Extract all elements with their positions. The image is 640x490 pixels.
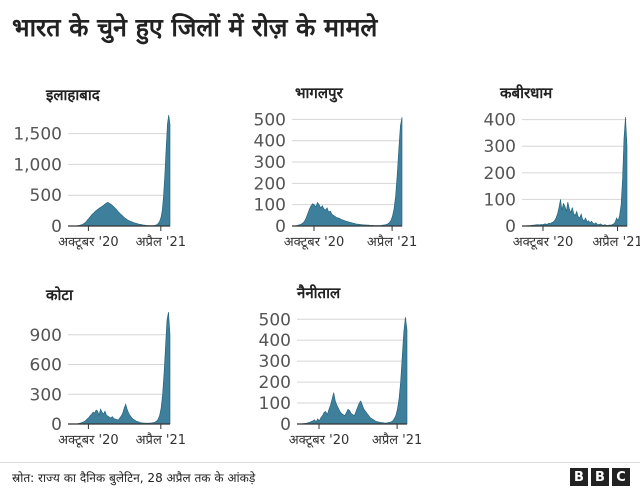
y-tick-label-bhagalpur: 500 (254, 110, 286, 130)
x-tick-label-kabirdham: अक्टूबर '20 (513, 235, 574, 250)
bbc-logo-letter-1: B (570, 468, 588, 486)
main-title: भारत के चुने हुए जिलों में रोज़ के मामले (12, 13, 378, 42)
y-tick-label-kota: 300 (30, 385, 62, 405)
y-tick-label-nainital: 0 (280, 415, 291, 435)
x-tick-label-kota: अक्टूबर '20 (58, 433, 119, 448)
area-series-kota (68, 311, 171, 425)
source-note: स्रोत: राज्य का दैनिक बुलेटिन, 28 अप्रैल… (12, 471, 256, 485)
y-tick-label-nainital: 500 (259, 310, 291, 330)
bbc-logo-letter-2: B (591, 468, 609, 486)
y-tick-label-allahabad: 1,000 (13, 155, 62, 175)
x-tick-label-kota: अप्रैल '21 (136, 432, 186, 448)
area-series-nainital (297, 317, 408, 425)
y-tick-label-allahabad: 0 (51, 217, 62, 237)
bbc-logo-letter-3: C (612, 468, 630, 486)
y-tick-label-kota: 600 (30, 356, 62, 376)
chart-title-kota: कोटा (45, 286, 74, 304)
area-series-kabirdham (522, 116, 628, 227)
y-tick-label-bhagalpur: 100 (254, 196, 286, 216)
y-tick-label-kabirdham: 400 (484, 111, 516, 131)
y-tick-label-bhagalpur: 300 (254, 153, 286, 173)
chart-title-kabirdham: कबीरधाम (499, 84, 553, 102)
x-tick-label-nainital: अप्रैल '21 (372, 432, 422, 448)
area-series-allahabad (68, 115, 171, 227)
x-tick-label-nainital: अक्टूबर '20 (289, 433, 350, 448)
chart-title-allahabad: इलाहाबाद (45, 86, 101, 104)
x-tick-label-allahabad: अप्रैल '21 (136, 234, 186, 250)
y-tick-label-allahabad: 1,500 (13, 125, 62, 145)
bbc-logo: B B C (570, 468, 630, 486)
y-tick-label-kabirdham: 100 (484, 190, 516, 210)
chart-title-bhagalpur: भागलपुर (295, 84, 344, 103)
y-tick-label-kabirdham: 200 (484, 164, 516, 184)
area-series-bhagalpur (292, 117, 403, 227)
x-tick-label-bhagalpur: अप्रैल '21 (367, 234, 417, 250)
y-tick-label-kota: 0 (51, 415, 62, 435)
y-tick-label-nainital: 400 (259, 331, 291, 351)
small-multiples-charts: इलाहाबाद 0 500 1,000 1,500 अक्टूबर '20 अप्रैल … (13, 84, 640, 448)
chart-title-nainital: नैनीताल (296, 284, 341, 302)
y-tick-label-nainital: 200 (259, 373, 291, 393)
y-tick-label-nainital: 300 (259, 352, 291, 372)
y-tick-label-nainital: 100 (259, 394, 291, 414)
y-tick-label-bhagalpur: 200 (254, 174, 286, 194)
x-tick-label-bhagalpur: अक्टूबर '20 (284, 235, 345, 250)
y-tick-label-kota: 900 (30, 326, 62, 346)
y-tick-label-kabirdham: 300 (484, 137, 516, 157)
x-tick-label-allahabad: अक्टूबर '20 (58, 235, 119, 250)
y-tick-label-bhagalpur: 400 (254, 132, 286, 152)
x-tick-label-kabirdham: अप्रैल '21 (592, 234, 640, 250)
y-tick-label-allahabad: 500 (30, 186, 62, 206)
y-tick-label-kabirdham: 0 (505, 217, 516, 237)
y-tick-label-bhagalpur: 0 (275, 217, 286, 237)
footer-divider (0, 462, 640, 463)
